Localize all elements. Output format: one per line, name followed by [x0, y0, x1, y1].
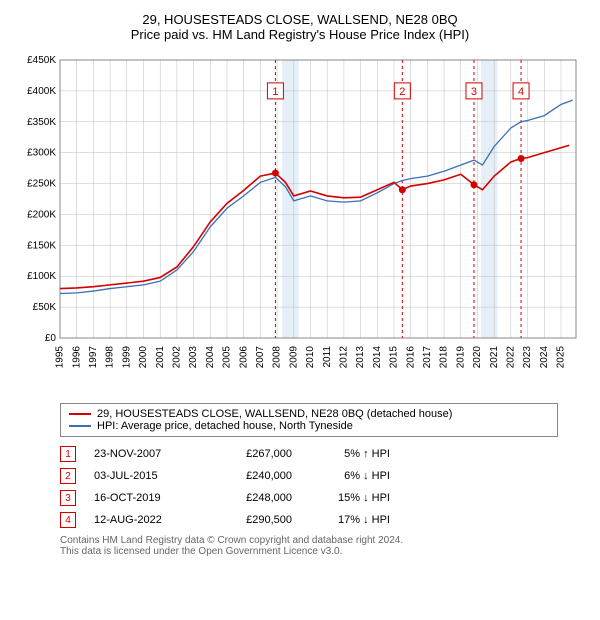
svg-text:2011: 2011	[322, 346, 333, 368]
svg-text:£0: £0	[45, 333, 57, 344]
svg-text:1999: 1999	[121, 346, 132, 369]
svg-text:2013: 2013	[355, 346, 366, 369]
transaction-date: 16-OCT-2019	[94, 492, 204, 504]
svg-text:£350K: £350K	[27, 117, 56, 128]
transaction-row: 2 03-JUL-2015 £240,000 6% ↓ HPI	[60, 465, 558, 487]
svg-text:2005: 2005	[222, 346, 233, 369]
svg-text:1: 1	[272, 86, 278, 98]
svg-text:2014: 2014	[372, 346, 383, 369]
legend-row-price: 29, HOUSESTEADS CLOSE, WALLSEND, NE28 0B…	[69, 408, 549, 420]
legend-swatch-hpi	[69, 425, 91, 427]
attribution-footer: Contains HM Land Registry data © Crown c…	[60, 535, 558, 557]
transaction-marker-icon: 1	[60, 446, 76, 462]
svg-text:1997: 1997	[88, 346, 99, 369]
svg-text:£400K: £400K	[27, 86, 56, 97]
transaction-diff: 5% ↑ HPI	[310, 448, 390, 460]
transaction-row: 1 23-NOV-2007 £267,000 5% ↑ HPI	[60, 443, 558, 465]
svg-text:2021: 2021	[489, 346, 500, 369]
svg-text:2015: 2015	[389, 346, 400, 369]
chart-title-line2: Price paid vs. HM Land Registry's House …	[12, 27, 588, 42]
footer-line1: Contains HM Land Registry data © Crown c…	[60, 535, 558, 546]
svg-text:2012: 2012	[339, 346, 350, 369]
svg-text:2025: 2025	[556, 346, 567, 369]
chart-title-line1: 29, HOUSESTEADS CLOSE, WALLSEND, NE28 0B…	[12, 12, 588, 27]
legend-swatch-price	[69, 413, 91, 415]
chart-container: £0 £50K £100K £150K £200K £250K £300K £350K £400…	[12, 50, 588, 395]
svg-text:1995: 1995	[55, 346, 66, 369]
transaction-date: 23-NOV-2007	[94, 448, 204, 460]
transaction-row: 4 12-AUG-2022 £290,500 17% ↓ HPI	[60, 509, 558, 531]
svg-text:2022: 2022	[506, 346, 517, 369]
svg-text:£50K: £50K	[33, 302, 57, 313]
svg-text:£300K: £300K	[27, 148, 56, 159]
svg-text:£150K: £150K	[27, 240, 56, 251]
svg-text:2: 2	[399, 86, 405, 98]
transaction-price: £290,500	[222, 514, 292, 526]
transaction-diff: 15% ↓ HPI	[310, 492, 390, 504]
legend-label-price: 29, HOUSESTEADS CLOSE, WALLSEND, NE28 0B…	[97, 408, 452, 420]
svg-text:2010: 2010	[305, 346, 316, 369]
svg-text:1996: 1996	[71, 346, 82, 369]
svg-text:4: 4	[518, 86, 524, 98]
svg-text:£200K: £200K	[27, 209, 56, 220]
svg-text:2024: 2024	[539, 346, 550, 369]
transaction-price: £240,000	[222, 470, 292, 482]
svg-text:2004: 2004	[205, 346, 216, 369]
svg-text:2017: 2017	[422, 346, 433, 369]
svg-text:£100K: £100K	[27, 271, 56, 282]
svg-text:2020: 2020	[472, 346, 483, 369]
svg-text:2023: 2023	[522, 346, 533, 369]
transactions-table: 1 23-NOV-2007 £267,000 5% ↑ HPI 2 03-JUL-2015…	[60, 443, 558, 531]
svg-text:2002: 2002	[172, 346, 183, 369]
svg-text:2016: 2016	[405, 346, 416, 369]
transaction-diff: 17% ↓ HPI	[310, 514, 390, 526]
legend-label-hpi: HPI: Average price, detached house, Nort…	[97, 420, 353, 432]
svg-text:£250K: £250K	[27, 179, 56, 190]
svg-text:2001: 2001	[155, 346, 166, 369]
svg-text:2003: 2003	[188, 346, 199, 369]
legend: 29, HOUSESTEADS CLOSE, WALLSEND, NE28 0B…	[60, 403, 558, 437]
transaction-marker-icon: 2	[60, 468, 76, 484]
svg-text:1998: 1998	[105, 346, 116, 369]
svg-text:2009: 2009	[288, 346, 299, 369]
transaction-diff: 6% ↓ HPI	[310, 470, 390, 482]
svg-text:2007: 2007	[255, 346, 266, 369]
transaction-date: 03-JUL-2015	[94, 470, 204, 482]
svg-text:2019: 2019	[455, 346, 466, 369]
transaction-marker-icon: 3	[60, 490, 76, 506]
svg-text:2018: 2018	[439, 346, 450, 369]
svg-text:2006: 2006	[238, 346, 249, 369]
transaction-date: 12-AUG-2022	[94, 514, 204, 526]
price-vs-hpi-chart: £0 £50K £100K £150K £200K £250K £300K £350K £400…	[12, 50, 588, 390]
svg-text:£450K: £450K	[27, 55, 56, 66]
transaction-price: £248,000	[222, 492, 292, 504]
footer-line2: This data is licensed under the Open Gov…	[60, 546, 558, 557]
svg-text:2000: 2000	[138, 346, 149, 369]
transaction-row: 3 16-OCT-2019 £248,000 15% ↓ HPI	[60, 487, 558, 509]
legend-row-hpi: HPI: Average price, detached house, Nort…	[69, 420, 549, 432]
svg-text:3: 3	[471, 86, 477, 98]
svg-text:2008: 2008	[272, 346, 283, 369]
transaction-price: £267,000	[222, 448, 292, 460]
transaction-marker-icon: 4	[60, 512, 76, 528]
